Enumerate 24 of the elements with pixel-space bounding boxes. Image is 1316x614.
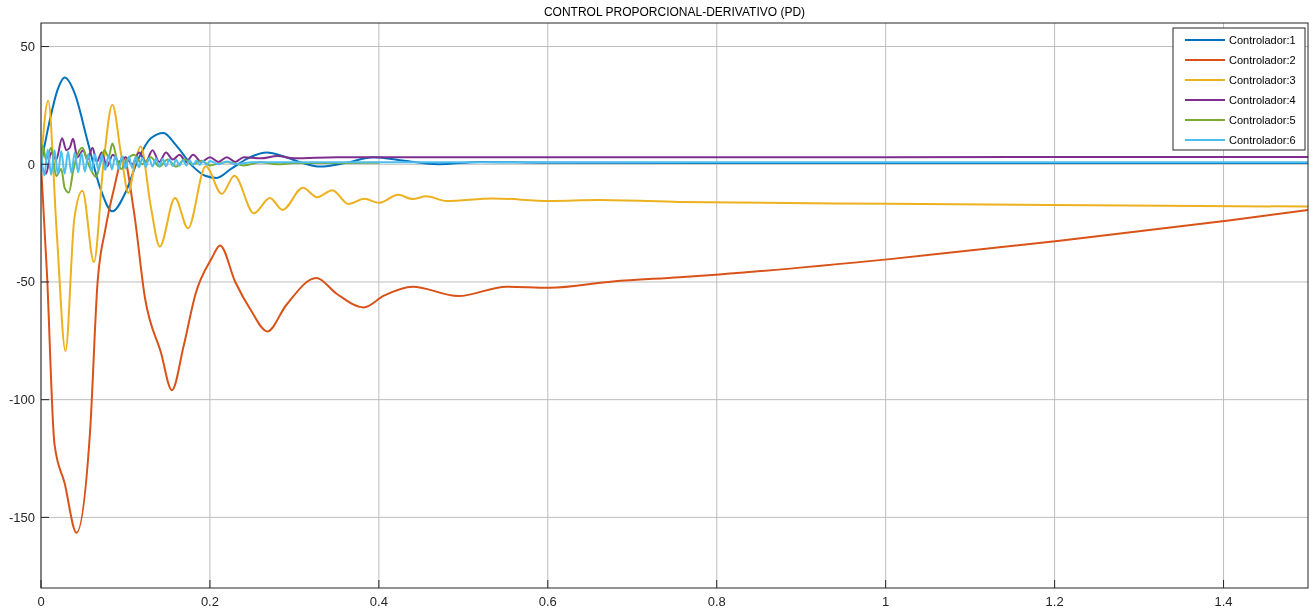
line-series bbox=[41, 142, 380, 194]
legend-label: Controlador:5 bbox=[1229, 114, 1296, 126]
x-tick-label: 0.6 bbox=[538, 594, 557, 609]
y-tick-label: 0 bbox=[27, 156, 35, 172]
chart-title: CONTROL PROPORCIONAL-DERIVATIVO (PD) bbox=[543, 5, 806, 19]
x-tick-label: 1.2 bbox=[1045, 594, 1064, 609]
x-tick-label: 1.4 bbox=[1214, 594, 1233, 609]
y-tick-label: -100 bbox=[8, 392, 35, 408]
y-tick-label: -50 bbox=[16, 274, 35, 290]
x-tick-label: 1 bbox=[882, 594, 890, 609]
line-series bbox=[41, 156, 1308, 534]
x-tick-label: 0.8 bbox=[707, 594, 726, 609]
line-series bbox=[41, 76, 1308, 213]
legend-label: Controlador:6 bbox=[1229, 134, 1296, 146]
y-tick-label: 50 bbox=[20, 39, 35, 55]
line-series bbox=[41, 147, 1308, 177]
legend-label: Controlador:1 bbox=[1229, 34, 1296, 46]
x-tick-label: 0 bbox=[37, 594, 45, 609]
legend-label: Controlador:2 bbox=[1229, 54, 1296, 66]
legend-label: Controlador:4 bbox=[1229, 94, 1296, 106]
legend-label: Controlador:3 bbox=[1229, 74, 1296, 86]
y-tick-label: -150 bbox=[8, 509, 35, 525]
x-tick-label: 0.4 bbox=[369, 594, 388, 609]
x-tick-label: 0.2 bbox=[200, 594, 219, 609]
